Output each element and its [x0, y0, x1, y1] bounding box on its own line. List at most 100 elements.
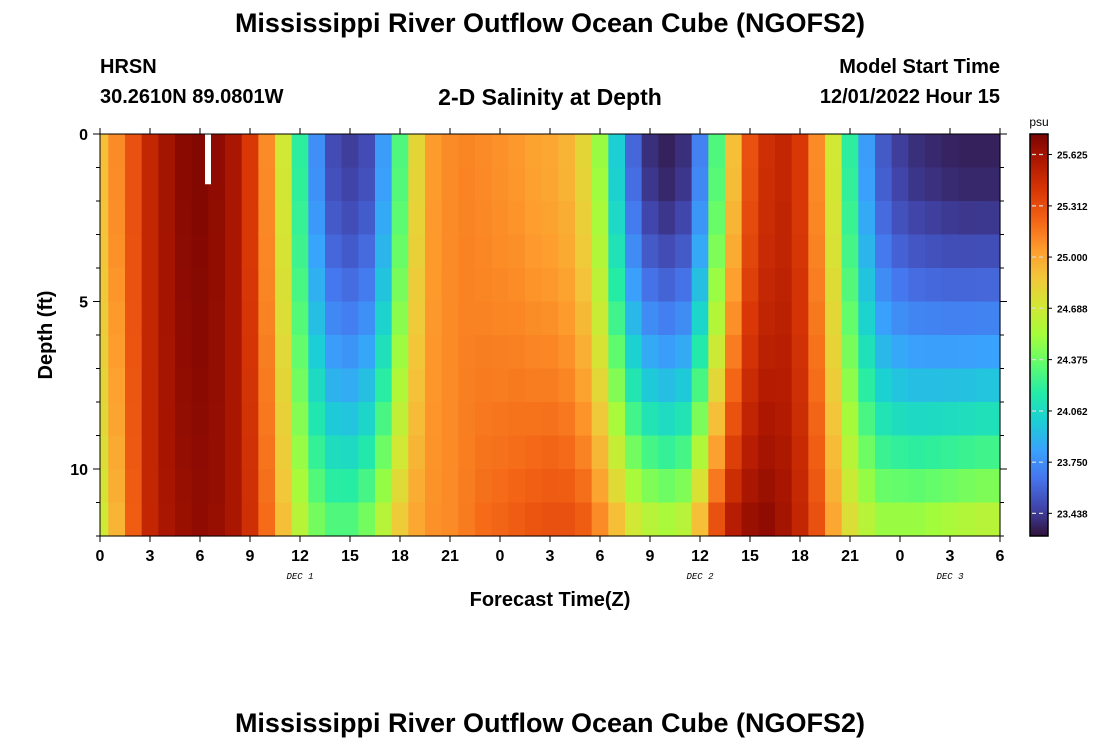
heatmap-cell [808, 435, 826, 470]
heatmap-cell [991, 301, 1001, 336]
heatmap-cell [241, 435, 259, 470]
heatmap-cell [308, 368, 326, 403]
heatmap-cell [525, 435, 543, 470]
heatmap-cell [975, 167, 993, 202]
heatmap-cell [675, 502, 693, 537]
heatmap-cell [458, 335, 476, 370]
heatmap-cell [291, 435, 309, 470]
heatmap-cell [975, 402, 993, 437]
heatmap-cell [191, 435, 209, 470]
heatmap-cell [100, 268, 109, 303]
heatmap-cell [100, 234, 109, 269]
heatmap-cell [391, 469, 409, 504]
heatmap-cell [741, 402, 759, 437]
heatmap-cell [425, 167, 443, 202]
heatmap-cell [841, 368, 859, 403]
heatmap-cell [691, 368, 709, 403]
heatmap-cell [341, 435, 359, 470]
heatmap-cell [641, 368, 659, 403]
heatmap-cell [308, 435, 326, 470]
heatmap-cell [941, 301, 959, 336]
heatmap-cell [741, 368, 759, 403]
heatmap-cell [375, 301, 393, 336]
heatmap-cell [708, 268, 726, 303]
heatmap-cell [991, 134, 1001, 169]
heatmap-cell [975, 301, 993, 336]
heatmap-cell [775, 335, 793, 370]
heatmap-cell [191, 335, 209, 370]
heatmap-cell [625, 368, 643, 403]
heatmap-cell [441, 469, 459, 504]
heatmap-cell [425, 234, 443, 269]
heatmap-cell [141, 201, 159, 236]
heatmap-cell [808, 134, 826, 169]
heatmap-cell [425, 268, 443, 303]
heatmap-cell [425, 134, 443, 169]
heatmap-cell [875, 502, 893, 537]
heatmap-cell [391, 368, 409, 403]
heatmap-cell [325, 201, 343, 236]
heatmap-cell [641, 201, 659, 236]
heatmap-cell [291, 469, 309, 504]
heatmap-cell [100, 301, 109, 336]
heatmap-cell [141, 335, 159, 370]
heatmap-cell [925, 335, 943, 370]
x-tick-label: 18 [791, 548, 809, 565]
heatmap-cell [575, 402, 593, 437]
heatmap-cell [275, 402, 293, 437]
heatmap-cell [158, 301, 176, 336]
heatmap-cell [608, 402, 626, 437]
heatmap-cell [808, 201, 826, 236]
heatmap-cell [375, 201, 393, 236]
heatmap-cell [941, 234, 959, 269]
heatmap-cell [541, 167, 559, 202]
heatmap-cell [808, 234, 826, 269]
heatmap-cell [491, 301, 509, 336]
heatmap-cell [258, 368, 276, 403]
heatmap-cell [625, 234, 643, 269]
heatmap-cell [725, 435, 743, 470]
heatmap-cell [975, 502, 993, 537]
heatmap-cell [175, 134, 193, 169]
heatmap-cell [858, 502, 876, 537]
heatmap-cell [408, 502, 426, 537]
heatmap-cell [891, 301, 909, 336]
heatmap-cell [841, 301, 859, 336]
heatmap-cell [291, 167, 309, 202]
heatmap-cell [225, 134, 243, 169]
heatmap-cell [841, 201, 859, 236]
heatmap-cell [758, 167, 776, 202]
heatmap-cell [525, 402, 543, 437]
heatmap-cell [891, 234, 909, 269]
heatmap-cell [191, 502, 209, 537]
heatmap-cell [908, 368, 926, 403]
heatmap-cell [975, 435, 993, 470]
heatmap-cell [358, 435, 376, 470]
heatmap-cell [708, 502, 726, 537]
heatmap-cell [675, 167, 693, 202]
heatmap-cell [425, 469, 443, 504]
heatmap-cell [458, 301, 476, 336]
heatmap-cell [325, 469, 343, 504]
heatmap-cell [675, 134, 693, 169]
heatmap-cell [758, 469, 776, 504]
heatmap-cell [825, 335, 843, 370]
heatmap-cell [558, 402, 576, 437]
heatmap-cell [741, 234, 759, 269]
heatmap-cell [358, 368, 376, 403]
heatmap-cell [658, 335, 676, 370]
x-tick-label: 18 [391, 548, 409, 565]
heatmap-cell [841, 435, 859, 470]
heatmap-cell [658, 134, 676, 169]
heatmap-cell [791, 134, 809, 169]
heatmap-cell [775, 167, 793, 202]
missing-data-gap [205, 134, 211, 185]
heatmap-cell [891, 435, 909, 470]
heatmap-cell [691, 301, 709, 336]
heatmap-cell [741, 435, 759, 470]
heatmap-cell [241, 301, 259, 336]
heatmap-cell [458, 201, 476, 236]
heatmap-cell [441, 134, 459, 169]
heatmap-cell [641, 435, 659, 470]
heatmap-cell [925, 167, 943, 202]
